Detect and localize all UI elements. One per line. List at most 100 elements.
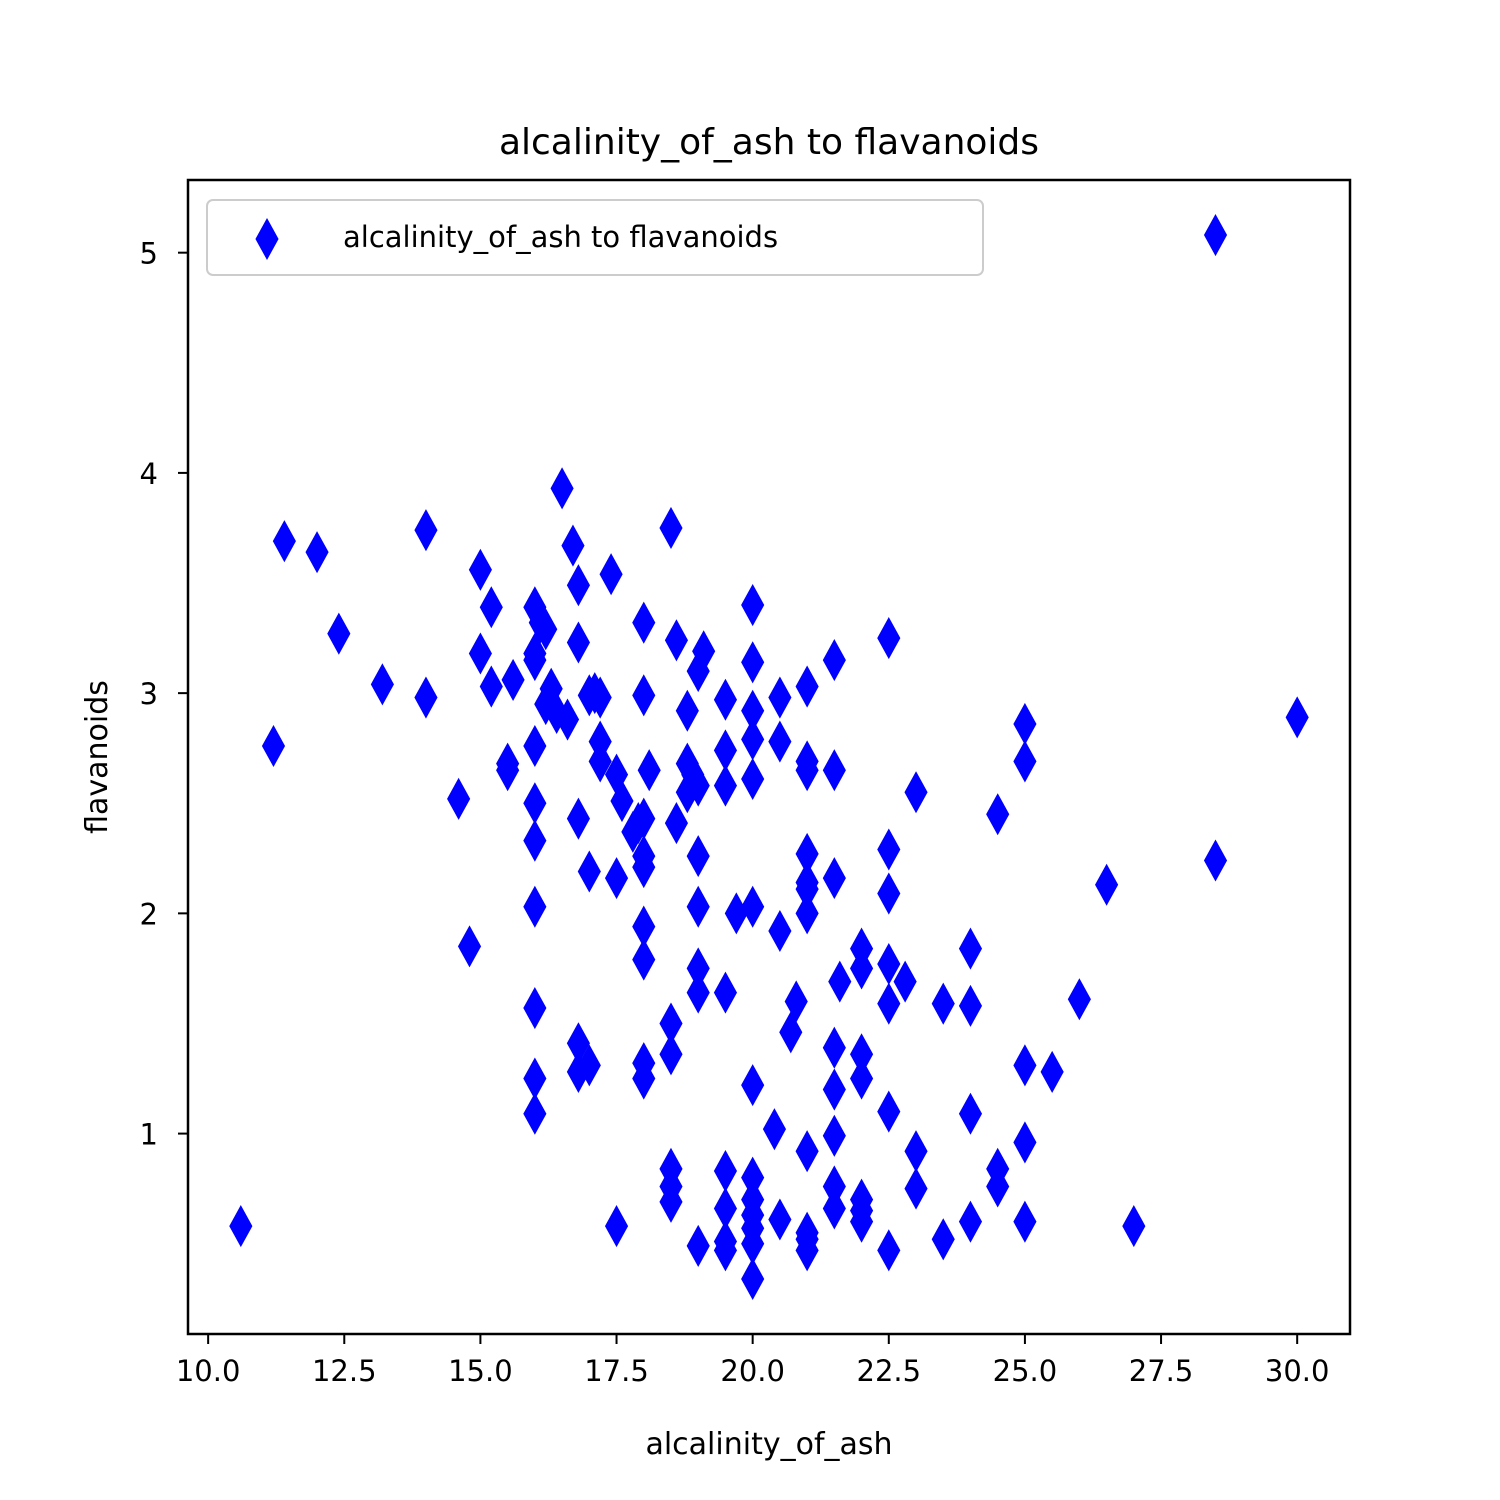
data-point <box>1013 1121 1037 1164</box>
data-point <box>768 1198 792 1241</box>
data-point <box>904 771 928 814</box>
data-point <box>588 676 612 719</box>
data-point <box>741 757 765 801</box>
data-point <box>566 564 590 607</box>
data-point <box>261 724 286 768</box>
data-point <box>1067 978 1091 1021</box>
data-point <box>523 987 547 1030</box>
data-point <box>555 698 580 741</box>
data-point <box>457 925 482 968</box>
data-point <box>958 984 983 1027</box>
data-point <box>414 676 438 719</box>
y-axis-ticks: 1 2 3 4 5 <box>140 237 188 1152</box>
y-tick-label: 3 <box>140 677 158 711</box>
data-point <box>523 724 547 768</box>
data-point <box>986 793 1010 836</box>
data-point <box>904 1167 928 1210</box>
data-point <box>370 663 394 706</box>
x-tick-label: 17.5 <box>584 1354 649 1388</box>
data-point <box>637 749 661 792</box>
data-point <box>604 1205 629 1248</box>
data-point <box>1013 1200 1037 1243</box>
data-point <box>692 630 716 673</box>
data-point <box>1013 740 1037 783</box>
data-point <box>659 1180 683 1223</box>
plot-frame <box>186 178 1352 1336</box>
y-tick-label: 1 <box>140 1118 158 1152</box>
data-point <box>741 641 765 684</box>
y-tick-label: 5 <box>140 237 158 271</box>
data-point <box>632 601 656 644</box>
data-point <box>686 885 710 928</box>
x-tick-label: 12.5 <box>312 1354 377 1388</box>
data-point <box>496 749 520 792</box>
data-point <box>229 1205 253 1248</box>
x-tick-label: 25.0 <box>993 1354 1058 1388</box>
data-point <box>822 1187 846 1230</box>
data-point <box>958 1200 983 1243</box>
data-points <box>229 214 1309 1300</box>
data-point <box>1095 863 1119 906</box>
data-point <box>877 872 901 915</box>
data-point <box>664 619 689 662</box>
data-point <box>479 665 503 708</box>
data-point <box>822 1026 846 1069</box>
data-point <box>877 982 901 1025</box>
data-point <box>561 524 585 567</box>
data-point <box>686 835 710 878</box>
data-point <box>849 1200 874 1243</box>
data-point <box>523 632 547 675</box>
x-tick-label: 10.0 <box>176 1354 241 1388</box>
data-point <box>795 749 819 792</box>
data-point <box>447 777 471 820</box>
data-point <box>327 612 351 655</box>
x-axis-title: alcalinity_of_ash <box>645 1427 892 1462</box>
data-point <box>523 1092 547 1135</box>
data-point <box>632 1057 656 1100</box>
data-point <box>686 1224 710 1267</box>
chart-title: alcalinity_of_ash to flavanoids <box>499 122 1039 163</box>
data-point <box>986 1165 1010 1208</box>
data-point <box>958 927 983 970</box>
data-point <box>713 678 738 721</box>
data-point <box>741 1064 765 1107</box>
data-point <box>523 819 547 862</box>
data-point <box>741 885 765 928</box>
data-point <box>272 520 296 563</box>
data-point <box>659 506 683 549</box>
legend-marker-diamond-icon <box>255 217 279 261</box>
data-point <box>610 780 634 823</box>
data-point <box>741 584 765 627</box>
data-point <box>414 509 438 552</box>
y-axis-title: flavanoids <box>80 680 115 834</box>
data-point <box>784 980 808 1023</box>
data-point <box>686 971 710 1014</box>
data-point <box>931 982 955 1025</box>
data-point <box>893 960 917 1003</box>
data-point <box>501 658 525 701</box>
data-point <box>534 608 558 651</box>
legend: alcalinity_of_ash to flavanoids <box>206 199 984 276</box>
data-point <box>828 960 852 1003</box>
data-point <box>822 1068 846 1111</box>
data-point <box>795 892 819 935</box>
data-point <box>768 909 792 953</box>
data-point <box>659 1033 683 1076</box>
data-point <box>632 938 656 981</box>
data-point <box>822 639 846 682</box>
data-point <box>675 689 699 732</box>
data-point <box>1013 1044 1037 1087</box>
data-point <box>468 548 492 591</box>
x-tick-label: 30.0 <box>1265 1354 1330 1388</box>
data-point <box>1122 1205 1146 1248</box>
data-point <box>713 1229 738 1272</box>
x-tick-label: 27.5 <box>1129 1354 1194 1388</box>
data-point <box>877 1229 901 1272</box>
y-tick-label: 4 <box>140 457 158 491</box>
data-point <box>822 857 846 900</box>
data-point <box>632 846 656 889</box>
data-point <box>822 749 846 792</box>
data-point <box>1203 839 1228 882</box>
y-tick-label: 2 <box>140 897 158 931</box>
